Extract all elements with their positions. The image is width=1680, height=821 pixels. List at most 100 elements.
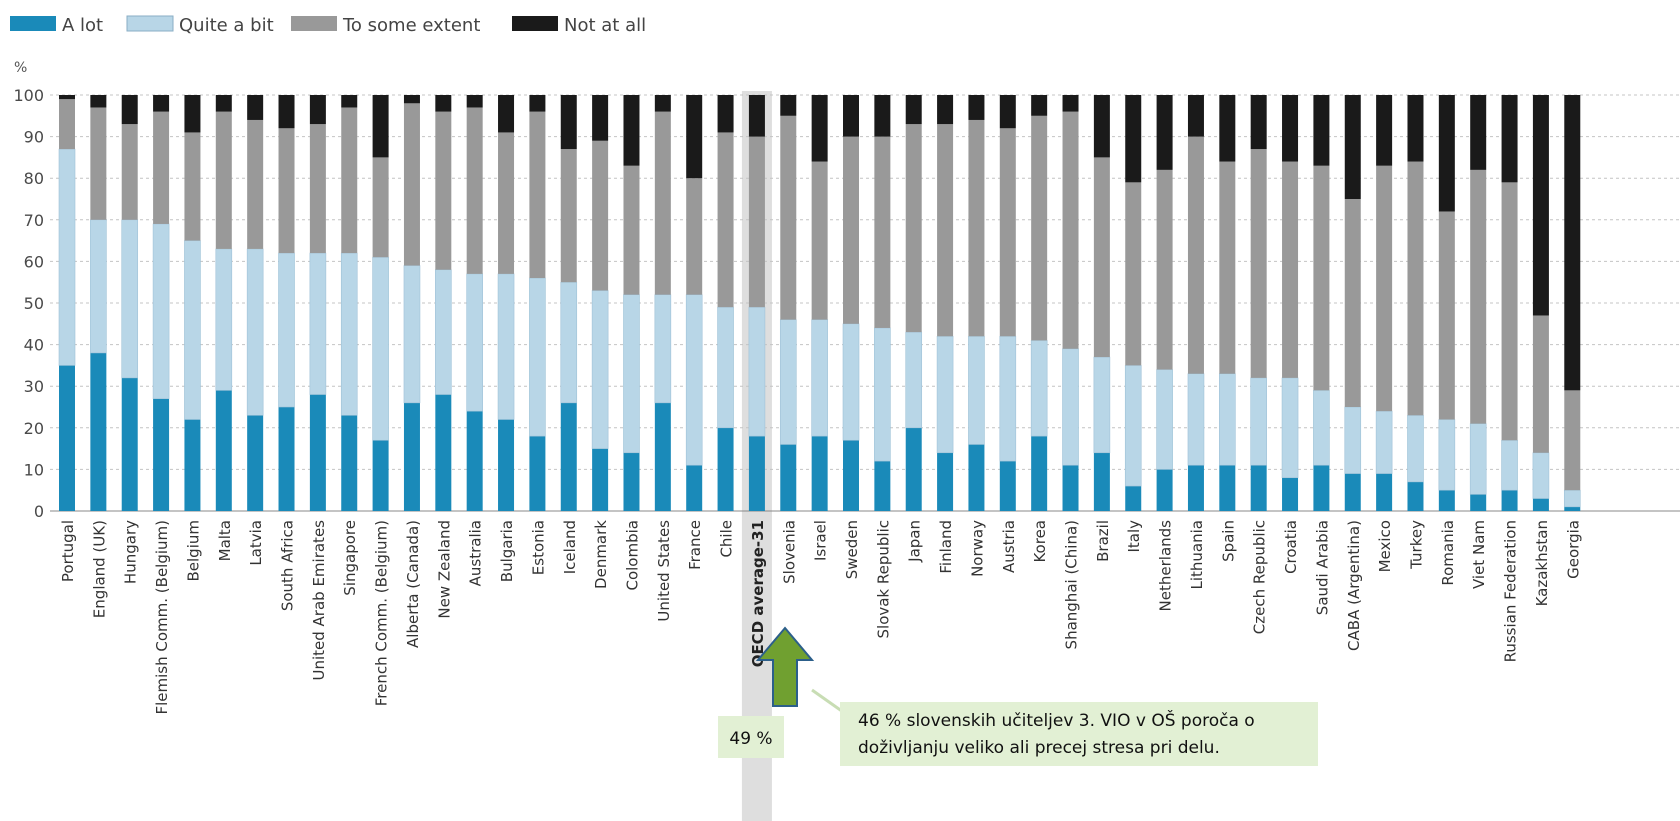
x-tick-label: Korea: [1031, 520, 1049, 563]
x-tick-label: Flemish Comm. (Belgium): [153, 520, 171, 715]
legend-label-quite-a-bit: Quite a bit: [179, 15, 274, 36]
bar-segment-quite-a-bit: [1124, 365, 1142, 487]
x-tick-label: Italy: [1125, 520, 1143, 553]
bar-segment-to-some-extent: [498, 132, 515, 274]
bar-segment-a-lot: [1219, 465, 1236, 511]
bar-segment-to-some-extent: [560, 149, 577, 283]
bar-segment-quite-a-bit: [1093, 356, 1111, 454]
bar-segment-quite-a-bit: [560, 281, 578, 404]
x-tick-label: Norway: [968, 520, 986, 577]
bar-segment-not-at-all: [717, 95, 734, 133]
bar-segment-to-some-extent: [592, 140, 609, 291]
bar-segment-not-at-all: [184, 95, 201, 133]
bar-segment-quite-a-bit: [1532, 452, 1550, 499]
bar-segment-not-at-all: [278, 95, 295, 129]
x-tick-label: Slovenia: [780, 520, 798, 584]
bar-segment-quite-a-bit: [121, 219, 139, 379]
y-tick-label: 30: [24, 377, 44, 396]
x-tick-label: Belgium: [184, 520, 202, 582]
x-tick-label: Czech Republic: [1251, 520, 1269, 634]
callout-box: [840, 702, 1318, 766]
bar-segment-not-at-all: [1187, 95, 1204, 137]
x-tick-label: Lithuania: [1188, 520, 1206, 589]
x-tick-label: Colombia: [623, 520, 641, 591]
bar-segment-a-lot: [1313, 465, 1330, 511]
bar-segment-not-at-all: [247, 95, 264, 120]
x-tick-label: United States: [655, 520, 673, 622]
bar-segment-quite-a-bit: [811, 319, 828, 437]
bar-segment-quite-a-bit: [654, 294, 672, 404]
bar-segment-to-some-extent: [1438, 211, 1455, 420]
oecd-value-label: 49 %: [729, 729, 772, 749]
bar-segment-to-some-extent: [309, 124, 326, 254]
bar-segment-to-some-extent: [403, 103, 420, 266]
bar-segment-quite-a-bit: [717, 306, 734, 429]
bar-segment-to-some-extent: [435, 111, 452, 270]
bar-segment-not-at-all: [748, 95, 765, 137]
bar-segment-quite-a-bit: [1563, 489, 1581, 508]
legend-label-to-some-extent: To some extent: [342, 15, 480, 36]
bar-segment-a-lot: [874, 461, 891, 511]
bar-segment-not-at-all: [1219, 95, 1236, 162]
x-tick-label: Georgia: [1564, 520, 1582, 579]
bar-segment-not-at-all: [1125, 95, 1142, 183]
x-tick-label: South Africa: [279, 520, 297, 611]
bar-segment-quite-a-bit: [466, 273, 483, 412]
bar-segment-quite-a-bit: [1469, 423, 1487, 495]
bar-segment-a-lot: [372, 440, 389, 511]
x-tick-label: Finland: [937, 520, 955, 574]
bar-segment-to-some-extent: [843, 136, 859, 324]
bar-segment-a-lot: [1532, 498, 1549, 511]
bar-segment-not-at-all: [811, 95, 828, 162]
bar-segment-not-at-all: [309, 95, 326, 125]
y-tick-label: 10: [24, 460, 44, 479]
bar-segment-quite-a-bit: [1187, 373, 1205, 466]
bar-segment-a-lot: [905, 427, 922, 511]
bar-segment-to-some-extent: [1470, 169, 1487, 424]
bar-segment-to-some-extent: [341, 107, 358, 254]
bar-segment-a-lot: [403, 402, 420, 511]
bar-segment-quite-a-bit: [184, 240, 201, 420]
bar-segment-a-lot: [278, 407, 295, 511]
bar-segment-a-lot: [529, 436, 546, 511]
bar-segment-to-some-extent: [215, 111, 232, 249]
bar-segment-not-at-all: [1564, 95, 1581, 391]
bar-segment-to-some-extent: [121, 124, 138, 220]
bar-segment-to-some-extent: [874, 136, 891, 328]
bar-segment-a-lot: [59, 365, 75, 511]
bar-segment-a-lot: [1344, 473, 1361, 511]
bar-segment-quite-a-bit: [748, 306, 766, 437]
bar-segment-not-at-all: [1470, 95, 1487, 170]
bar-segment-quite-a-bit: [215, 248, 233, 391]
chart-legend: A lot Quite a bit To some extent Not at all: [10, 15, 646, 36]
bar-segment-a-lot: [1376, 473, 1393, 511]
bar-segment-not-at-all: [560, 95, 577, 150]
y-tick-label: 0: [34, 502, 44, 521]
bar-segment-a-lot: [560, 402, 577, 511]
bar-segment-not-at-all: [1250, 95, 1267, 150]
bar-segment-not-at-all: [121, 95, 138, 125]
bar-segment-not-at-all: [1156, 95, 1173, 170]
callout-line-1: 46 % slovenskih učiteljev 3. VIO v OŠ po…: [858, 709, 1255, 731]
bar-segment-quite-a-bit: [1438, 419, 1456, 491]
bar-segment-not-at-all: [623, 95, 640, 166]
x-tick-label: Austria: [1000, 520, 1018, 573]
bar-segment-not-at-all: [1344, 95, 1361, 199]
bar-segment-a-lot: [1093, 452, 1110, 511]
bar-segment-quite-a-bit: [435, 269, 452, 395]
x-tick-label: Israel: [812, 520, 830, 561]
bar-segment-a-lot: [999, 461, 1016, 511]
x-tick-label: Iceland: [561, 520, 579, 574]
bar-segment-to-some-extent: [654, 111, 671, 295]
bar-segment-to-some-extent: [1376, 165, 1393, 412]
y-axis-ticks: 0 10 20 30 40 50 60 70 80 90 100: [13, 86, 44, 521]
bar-segment-to-some-extent: [686, 178, 703, 295]
bar-segment-not-at-all: [435, 95, 452, 112]
x-tick-label: Portugal: [59, 520, 77, 582]
bar-segment-to-some-extent: [184, 132, 201, 241]
x-tick-label: Spain: [1219, 520, 1237, 562]
x-tick-label: OECD average-31: [749, 520, 767, 667]
bar-segment-a-lot: [1250, 465, 1267, 511]
bar-segment-not-at-all: [341, 95, 358, 108]
